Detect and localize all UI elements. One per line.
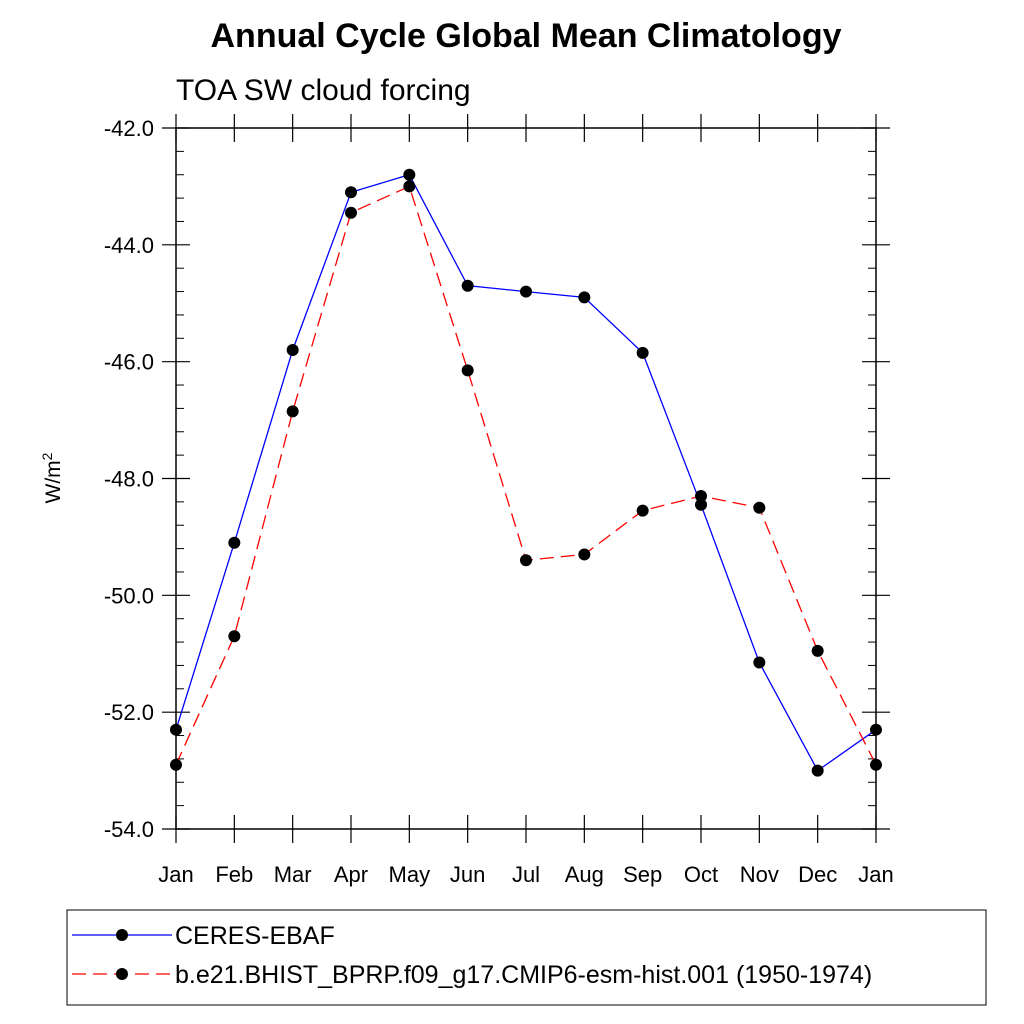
x-tick-label: Nov [740, 862, 779, 887]
data-point-series-1 [170, 758, 182, 771]
x-tick-label: Apr [334, 862, 368, 887]
y-tick-label: -48.0 [104, 467, 154, 492]
x-tick-label: Dec [798, 862, 837, 887]
data-point-series-1 [461, 364, 474, 377]
legend-label-0: CERES-EBAF [175, 922, 335, 950]
x-axis: Jan Feb Mar Apr May Jun Jul Aug Sep Oct Nov Dec Jan [158, 114, 894, 887]
data-point-series-0 [753, 656, 766, 669]
data-point-series-1 [695, 490, 707, 503]
legend-frame [66, 909, 987, 1006]
data-point-series-1 [753, 501, 766, 514]
y-tick-label: -42.0 [104, 116, 154, 141]
data-point-series-0 [520, 285, 532, 298]
data-point-series-1 [811, 644, 824, 657]
data-point-series-0 [870, 723, 882, 736]
y-axis-label: W/m2 [39, 452, 65, 503]
y-tick-label: -50.0 [104, 583, 154, 608]
data-point-series-1 [228, 630, 241, 643]
x-tick-label: Jan [158, 862, 193, 887]
data-point-series-0 [461, 279, 474, 292]
series-line-0 [175, 173, 877, 772]
x-tick-label: May [389, 862, 431, 887]
data-point-series-0 [403, 168, 416, 181]
data-point-series-0 [636, 346, 649, 359]
legend-items: CERES-EBAF b.e21.BHIST_BPRP.f09_g17.CMIP6… [72, 922, 872, 989]
series-layer [170, 168, 882, 777]
y-axis-label-text: W/m [42, 460, 65, 503]
x-tick-label: Mar [274, 862, 312, 887]
y-tick-label: -54.0 [104, 817, 154, 842]
data-point-series-0 [286, 343, 299, 356]
data-point-series-1 [345, 206, 357, 219]
legend-marker-1 [116, 968, 128, 980]
y-tick-label: -52.0 [104, 700, 154, 725]
data-point-series-1 [636, 504, 649, 517]
series-line-1 [175, 185, 877, 765]
y-axis: -54.0 -52.0 -50.0 -48.0 -46.0 -44.0 -42.0 [104, 116, 890, 842]
x-tick-label: Jan [858, 862, 893, 887]
chart-subtitle: TOA SW cloud forcing [176, 74, 471, 107]
legend-label-1: b.e21.BHIST_BPRP.f09_g17.CMIP6-esm-hist.… [175, 961, 872, 989]
x-tick-label: Jul [512, 862, 540, 887]
x-tick-label: Feb [215, 862, 253, 887]
data-point-series-1 [870, 758, 882, 771]
data-point-series-0 [695, 498, 707, 511]
legend-marker-0 [116, 929, 128, 941]
plot-frame [175, 127, 877, 830]
data-point-series-0 [578, 291, 591, 304]
y-tick-label: -46.0 [104, 350, 154, 375]
data-point-series-0 [170, 723, 182, 736]
data-point-series-0 [345, 186, 357, 199]
data-point-series-1 [403, 180, 416, 193]
data-point-series-1 [520, 554, 532, 567]
legend: CERES-EBAF b.e21.BHIST_BPRP.f09_g17.CMIP6… [66, 909, 987, 1006]
data-point-series-0 [811, 764, 824, 777]
chart-title: Annual Cycle Global Mean Climatology [211, 17, 842, 55]
minor-ticks [176, 150, 876, 807]
x-tick-label: Jun [450, 862, 485, 887]
y-tick-label: -44.0 [104, 233, 154, 258]
x-tick-label: Sep [623, 862, 662, 887]
y-axis-label-superscript: 2 [39, 452, 55, 460]
data-point-series-1 [286, 405, 299, 418]
x-tick-label: Aug [565, 862, 604, 887]
plot-area: -54.0 -52.0 -50.0 -48.0 -46.0 -44.0 -42.0 Jan F… [104, 114, 894, 887]
x-tick-label: Oct [684, 862, 718, 887]
data-point-series-0 [228, 536, 241, 549]
data-point-series-1 [578, 548, 591, 561]
